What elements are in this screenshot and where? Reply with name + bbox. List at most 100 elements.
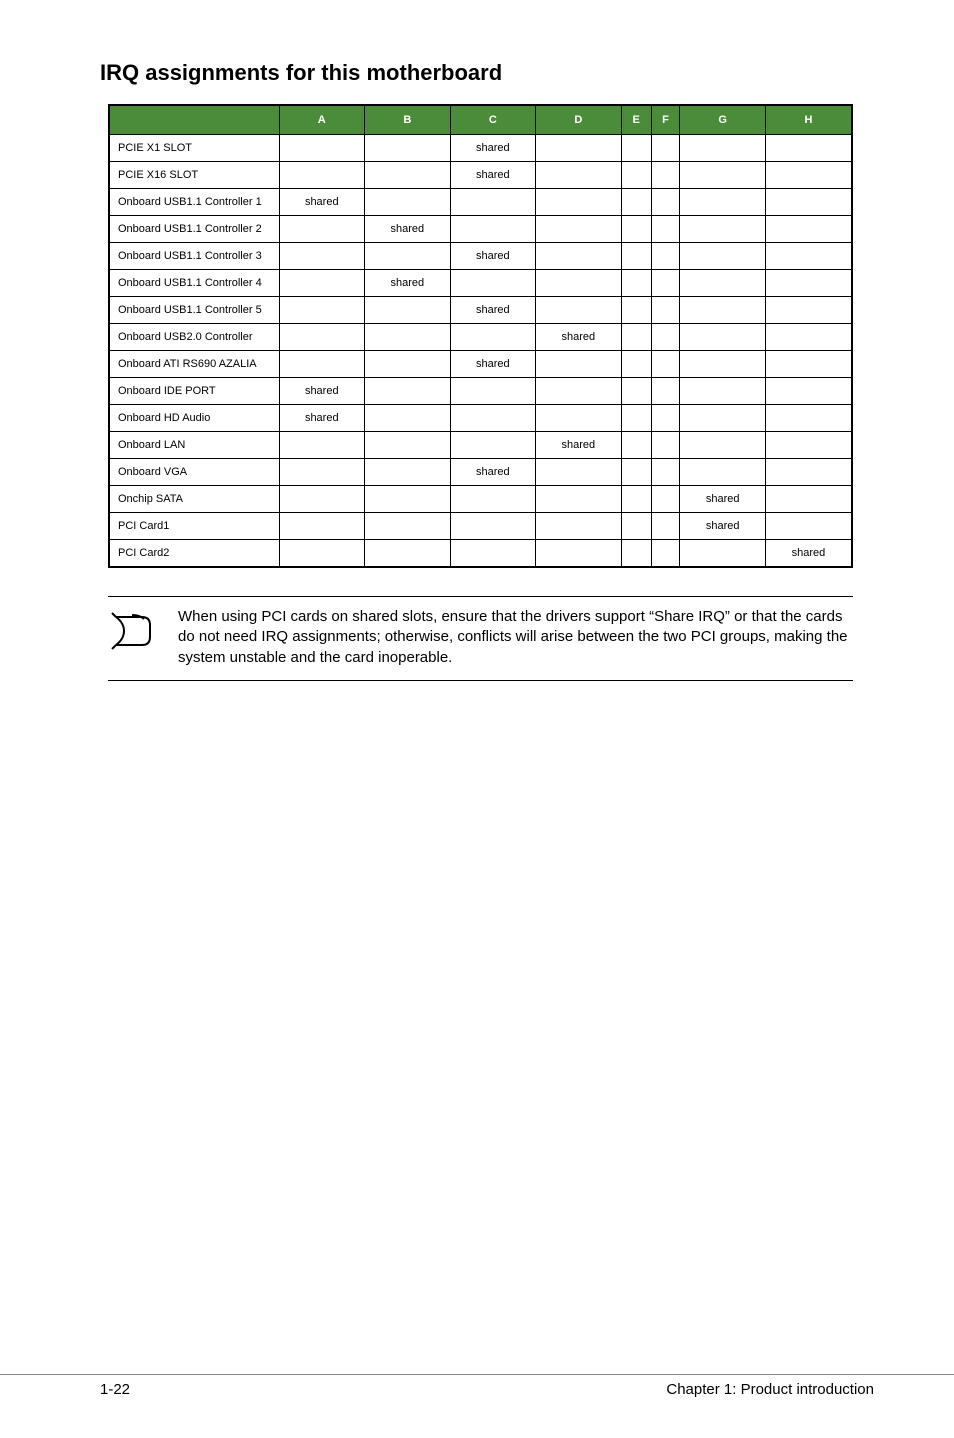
note-block: When using PCI cards on shared slots, en… [108, 596, 853, 681]
table-cell [651, 378, 680, 405]
table-cell [621, 432, 651, 459]
table-cell [765, 513, 852, 540]
table-cell: shared [279, 189, 365, 216]
table-cell [365, 162, 451, 189]
table-cell [279, 162, 365, 189]
table-row: Onboard HD Audioshared [109, 405, 852, 432]
table-cell [680, 135, 766, 162]
table-cell [680, 270, 766, 297]
table-cell: shared [536, 324, 622, 351]
table-cell [536, 297, 622, 324]
table-cell [536, 135, 622, 162]
table-cell [621, 243, 651, 270]
table-row: Onboard USB1.1 Controller 4shared [109, 270, 852, 297]
table-cell [680, 378, 766, 405]
row-label: Onboard USB1.1 Controller 3 [109, 243, 279, 270]
table-cell [536, 378, 622, 405]
table-cell [621, 189, 651, 216]
table-header-blank [109, 105, 279, 135]
row-label: Onboard USB1.1 Controller 1 [109, 189, 279, 216]
table-header: C [450, 105, 536, 135]
footer-chapter-title: Chapter 1: Product introduction [666, 1381, 874, 1398]
table-cell [651, 297, 680, 324]
table-cell [621, 135, 651, 162]
table-header: A [279, 105, 365, 135]
table-cell [536, 540, 622, 568]
table-cell [680, 432, 766, 459]
table-cell [651, 324, 680, 351]
table-cell [536, 351, 622, 378]
table-cell [450, 189, 536, 216]
table-cell [680, 243, 766, 270]
table-cell [279, 486, 365, 513]
table-cell [279, 351, 365, 378]
table-cell [536, 162, 622, 189]
table-cell [365, 513, 451, 540]
table-cell [279, 459, 365, 486]
table-cell [536, 216, 622, 243]
table-cell [365, 432, 451, 459]
row-label: Onboard VGA [109, 459, 279, 486]
table-cell [536, 459, 622, 486]
table-cell [450, 378, 536, 405]
table-cell [651, 162, 680, 189]
table-cell [765, 486, 852, 513]
table-cell: shared [279, 378, 365, 405]
table-cell [765, 459, 852, 486]
table-cell [765, 378, 852, 405]
table-cell [536, 189, 622, 216]
table-cell [680, 405, 766, 432]
table-row: Onboard ATI RS690 AZALIAshared [109, 351, 852, 378]
table-cell [651, 513, 680, 540]
table-cell [450, 216, 536, 243]
table-cell [279, 243, 365, 270]
table-row: Onboard VGA shared [109, 459, 852, 486]
note-icon [108, 607, 156, 655]
table-cell: shared [450, 297, 536, 324]
page-footer: 1-22 Chapter 1: Product introduction [0, 1374, 954, 1398]
table-header: H [765, 105, 852, 135]
row-label: PCIE X16 SLOT [109, 162, 279, 189]
row-label: Onboard HD Audio [109, 405, 279, 432]
row-label: Onboard ATI RS690 AZALIA [109, 351, 279, 378]
row-label: Onboard USB1.1 Controller 4 [109, 270, 279, 297]
table-cell [765, 243, 852, 270]
table-cell [651, 243, 680, 270]
table-header: F [651, 105, 680, 135]
table-cell [621, 405, 651, 432]
table-cell [765, 351, 852, 378]
table-cell [365, 135, 451, 162]
table-cell [450, 270, 536, 297]
table-cell [365, 351, 451, 378]
table-cell [365, 540, 451, 568]
row-label: Onboard LAN [109, 432, 279, 459]
table-cell [365, 243, 451, 270]
table-row: Onboard USB1.1 Controller 3 shared [109, 243, 852, 270]
table-cell [536, 486, 622, 513]
table-header-row: A B C D E F G H [109, 105, 852, 135]
table-cell [621, 540, 651, 568]
note-text: When using PCI cards on shared slots, en… [178, 607, 853, 668]
footer-page-number: 1-22 [100, 1381, 130, 1398]
table-cell [651, 405, 680, 432]
table-cell [765, 270, 852, 297]
table-cell [621, 324, 651, 351]
table-cell: shared [450, 459, 536, 486]
table-row: Onboard USB1.1 Controller 2shared [109, 216, 852, 243]
table-cell: shared [765, 540, 852, 568]
table-cell [450, 405, 536, 432]
row-label: Onboard IDE PORT [109, 378, 279, 405]
table-cell [621, 297, 651, 324]
table-cell [279, 324, 365, 351]
table-row: Onboard USB1.1 Controller 1shared [109, 189, 852, 216]
row-label: PCIE X1 SLOT [109, 135, 279, 162]
table-cell: shared [450, 243, 536, 270]
table-cell [279, 432, 365, 459]
table-cell [621, 459, 651, 486]
table-cell [450, 513, 536, 540]
table-cell [680, 297, 766, 324]
table-cell [450, 540, 536, 568]
irq-table: A B C D E F G H PCIE X1 SLOTsharedPCIE X… [108, 104, 853, 568]
table-row: PCIE X16 SLOTshared [109, 162, 852, 189]
table-cell [765, 189, 852, 216]
